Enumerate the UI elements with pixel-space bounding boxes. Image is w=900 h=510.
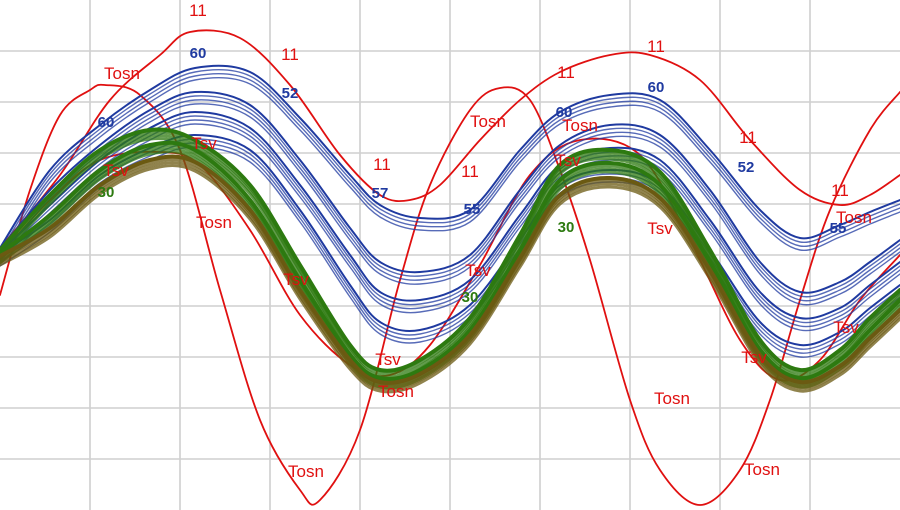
data-label-tosn: Tosn bbox=[104, 64, 140, 83]
data-label-tosn: Tosn bbox=[654, 389, 690, 408]
series-line-b55-bundle bbox=[0, 103, 900, 306]
data-label-eleven: 11 bbox=[831, 181, 849, 200]
series-line-b55 bbox=[0, 90, 900, 294]
data-label-tsv: Tsv bbox=[741, 348, 767, 367]
data-label-tsv: Tsv bbox=[555, 151, 581, 170]
series-line-b52 bbox=[0, 111, 900, 320]
data-label-g30: 30 bbox=[98, 184, 115, 201]
data-label-tsv: Tsv bbox=[283, 270, 309, 289]
series-line-b60-bundle bbox=[0, 73, 900, 257]
series-line-b60 bbox=[0, 64, 900, 249]
series-line-tsv-bundle bbox=[0, 131, 900, 376]
series-line-b60-bundle bbox=[0, 77, 900, 261]
data-label-eleven: 11 bbox=[461, 162, 479, 181]
data-label-tsv: Tsv bbox=[375, 350, 401, 369]
data-label-tosn: Tosn bbox=[744, 460, 780, 479]
data-label-tosn: Tosn bbox=[288, 462, 324, 481]
data-label-tsv: Tsv bbox=[103, 161, 129, 180]
data-label-tsv: Tsv bbox=[833, 318, 859, 337]
series-line-g30 bbox=[0, 154, 900, 385]
data-label-b57: 57 bbox=[372, 185, 389, 202]
data-label-b55: 55 bbox=[464, 201, 481, 218]
series-line-tsv-bundle bbox=[0, 134, 900, 379]
data-label-tsv: Tsv bbox=[465, 261, 491, 280]
data-label-tosn: Tosn bbox=[378, 382, 414, 401]
series-line-b55-bundle bbox=[0, 99, 900, 302]
data-label-layer: 11 11 11 11 11 11 11 11 Tosn Tosn Tosn Tosn Tosn Tosn… bbox=[98, 1, 872, 481]
series-line-g30-bundle bbox=[0, 160, 900, 391]
data-label-b60: 60 bbox=[190, 45, 207, 62]
data-label-b60: 60 bbox=[648, 79, 665, 96]
data-label-eleven: 11 bbox=[373, 155, 391, 174]
series-line-eleven bbox=[0, 29, 900, 249]
data-label-tosn: Tosn bbox=[470, 112, 506, 131]
data-label-b60: 60 bbox=[98, 114, 115, 131]
data-label-eleven: 11 bbox=[281, 45, 299, 64]
series-line-g30-bundle bbox=[0, 157, 900, 388]
data-label-tsv: Tsv bbox=[191, 134, 217, 153]
series-line-tosn bbox=[0, 83, 900, 506]
data-label-eleven: 11 bbox=[739, 128, 757, 147]
series-line-g30-bundle bbox=[0, 163, 900, 394]
data-label-eleven: 11 bbox=[557, 63, 575, 82]
series-layer bbox=[0, 29, 900, 506]
series-line-tsv bbox=[0, 127, 900, 373]
data-label-tosn: Tosn bbox=[836, 208, 872, 227]
data-label-eleven: 11 bbox=[647, 37, 665, 56]
data-label-tosn: Tosn bbox=[562, 116, 598, 135]
series-line-b55-bundle bbox=[0, 95, 900, 298]
data-label-g30: 30 bbox=[462, 289, 479, 306]
data-label-b60: 60 bbox=[556, 104, 573, 121]
data-label-b52: 52 bbox=[282, 85, 299, 102]
data-label-g30: 30 bbox=[558, 219, 575, 236]
series-line-b52-bundle bbox=[0, 115, 900, 324]
data-label-eleven: 11 bbox=[189, 1, 207, 20]
series-line-g30 bbox=[0, 140, 900, 381]
data-label-tosn: Tosn bbox=[196, 213, 232, 232]
data-label-b52: 52 bbox=[738, 159, 755, 176]
data-label-tsv: Tsv bbox=[647, 219, 673, 238]
data-label-b55: 55 bbox=[830, 220, 847, 237]
series-line-b60-bundle bbox=[0, 69, 900, 253]
